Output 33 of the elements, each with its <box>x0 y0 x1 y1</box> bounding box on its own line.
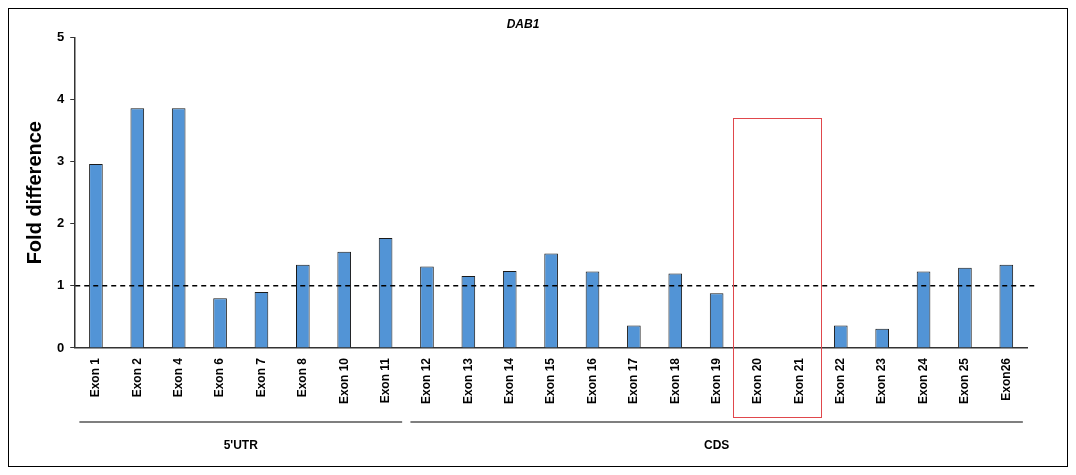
x-tick-label: Exon 10 <box>336 357 351 405</box>
y-tick-label: 3 <box>57 153 65 169</box>
x-tick-label: Exon26 <box>998 357 1013 401</box>
x-tick-label: Exon 6 <box>212 357 227 398</box>
x-tick-label: Exon 23 <box>874 357 889 405</box>
y-axis-title: Fold difference <box>22 121 45 265</box>
x-tick-label: Exon 17 <box>626 357 641 405</box>
text: 5'UTR <box>223 438 259 453</box>
x-tick-label: Exon 22 <box>833 357 848 405</box>
x-tick-label: Exon 25 <box>957 357 972 405</box>
x-tick-label: Exon 1 <box>88 357 103 398</box>
y-tick-label: 1 <box>57 277 65 293</box>
y-tick-label: 0 <box>57 339 65 355</box>
x-tick-label: Exon 15 <box>543 357 558 405</box>
x-tick-label: Exon 19 <box>708 357 723 405</box>
x-tick-label: Exon 20 <box>750 357 765 405</box>
y-tick-label: 2 <box>57 215 65 231</box>
x-tick-label: Exon 4 <box>171 357 185 398</box>
x-tick-label: Exon 2 <box>129 357 144 398</box>
x-tick-label: Exon 21 <box>791 357 806 405</box>
x-tick-label: Exon 14 <box>502 357 517 405</box>
text: CDS <box>703 438 730 453</box>
x-tick-label: Exon 11 <box>377 357 392 404</box>
x-tick-label: Exon 24 <box>915 357 930 405</box>
x-tick-label: Exon 12 <box>419 357 434 405</box>
y-tick-label: 4 <box>57 91 65 107</box>
x-tick-label: Exon 8 <box>295 357 310 398</box>
x-tick-label: Exon 13 <box>460 357 475 405</box>
x-tick-label: Exon 18 <box>667 357 682 405</box>
x-tick-label: Exon 7 <box>253 357 268 398</box>
x-tick-label: Exon 16 <box>584 357 599 405</box>
chart-title: DAB1 <box>506 16 540 31</box>
y-tick-label: 5 <box>57 28 65 44</box>
